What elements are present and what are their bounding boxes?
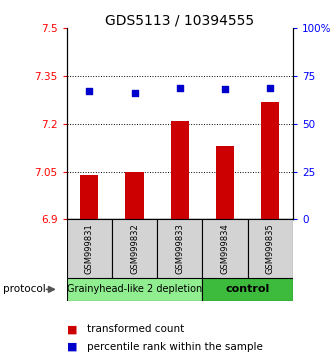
Text: GSM999835: GSM999835 [266,223,275,274]
Bar [157,219,202,278]
Bar [202,219,248,278]
Point [132,91,137,96]
Bar [67,219,112,278]
Text: percentile rank within the sample: percentile rank within the sample [87,342,262,352]
Bar [67,278,202,301]
Text: GSM999831: GSM999831 [85,223,94,274]
Text: GSM999834: GSM999834 [220,223,230,274]
Bar [216,146,234,219]
Text: transformed count: transformed count [87,324,184,334]
Bar [248,219,293,278]
Text: GSM999832: GSM999832 [130,223,139,274]
Text: Grainyhead-like 2 depletion: Grainyhead-like 2 depletion [67,284,202,295]
Bar [112,219,157,278]
Bar [126,172,144,219]
Text: GSM999833: GSM999833 [175,223,184,274]
Bar [171,121,189,219]
Text: protocol: protocol [3,284,46,295]
Bar [261,102,279,219]
Point [268,85,273,90]
Point [177,85,182,90]
Bar [202,278,293,301]
Point [87,88,92,94]
Bar [80,175,98,219]
Text: ■: ■ [67,324,77,334]
Text: ■: ■ [67,342,77,352]
Title: GDS5113 / 10394555: GDS5113 / 10394555 [105,13,254,27]
Point [222,87,228,92]
Text: control: control [226,284,270,295]
